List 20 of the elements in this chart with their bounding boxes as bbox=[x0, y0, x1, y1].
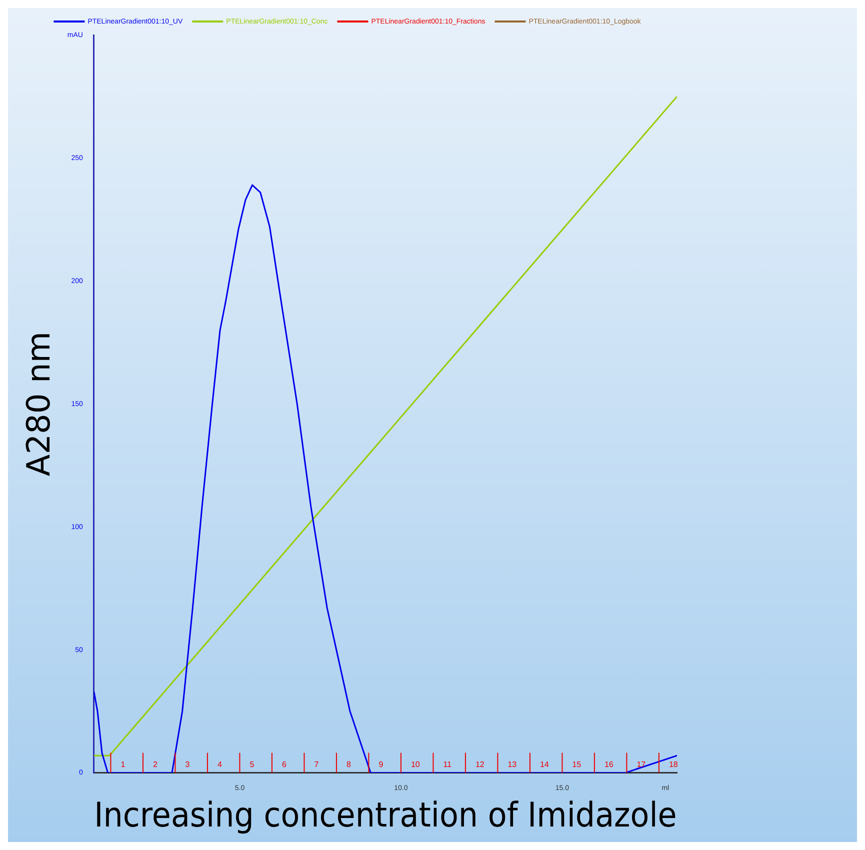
x-axis-title: Increasing concentration of Imidazole bbox=[94, 795, 677, 835]
ref-line-label: 6 bbox=[282, 760, 287, 770]
ref-line-label: 18 bbox=[668, 760, 678, 770]
ref-line-label: 7 bbox=[314, 760, 320, 770]
ref-line-label: 4 bbox=[217, 760, 222, 770]
ref-line-label: 3 bbox=[185, 760, 190, 770]
ref-line-label: 13 bbox=[508, 760, 518, 770]
ref-line-label: 14 bbox=[540, 760, 550, 770]
ref-line-label: 1 bbox=[120, 760, 126, 770]
ref-line-label: 11 bbox=[443, 760, 452, 770]
y-axis-title: A280 nm bbox=[20, 332, 58, 476]
ref-line-label: 2 bbox=[152, 760, 158, 770]
ref-line-label: 10 bbox=[410, 760, 420, 770]
ref-line-label: 5 bbox=[250, 760, 255, 770]
ref-line-label: 15 bbox=[572, 760, 582, 770]
ref-line-label: 12 bbox=[475, 760, 485, 770]
ref-line-label: 9 bbox=[378, 760, 384, 770]
ref-line-label: 17 bbox=[636, 760, 646, 770]
ref-line-label: 8 bbox=[346, 760, 352, 770]
ref-line-label: 16 bbox=[604, 760, 614, 770]
